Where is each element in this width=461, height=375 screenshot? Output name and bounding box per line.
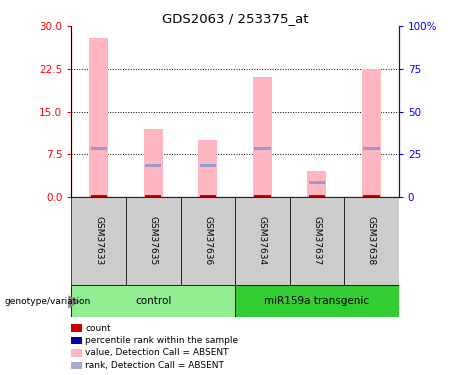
Text: GSM37636: GSM37636 <box>203 216 213 266</box>
Bar <box>362 69 381 197</box>
Bar <box>91 195 107 197</box>
Bar <box>144 129 163 197</box>
Bar <box>344 197 399 285</box>
Bar <box>235 197 290 285</box>
Text: percentile rank within the sample: percentile rank within the sample <box>85 336 238 345</box>
Bar <box>253 78 272 197</box>
Bar <box>254 195 271 197</box>
Text: rank, Detection Call = ABSENT: rank, Detection Call = ABSENT <box>85 361 224 370</box>
Text: control: control <box>135 296 171 306</box>
Bar <box>235 285 399 317</box>
Text: GSM37634: GSM37634 <box>258 216 267 266</box>
Bar <box>145 195 161 197</box>
Bar <box>363 147 379 150</box>
Bar <box>198 140 218 197</box>
Bar <box>200 195 216 197</box>
Bar <box>309 181 325 184</box>
Text: GSM37635: GSM37635 <box>149 216 158 266</box>
Bar <box>71 285 235 317</box>
Bar <box>71 197 126 285</box>
Bar <box>309 195 325 197</box>
Text: genotype/variation: genotype/variation <box>5 297 91 306</box>
Text: GSM37638: GSM37638 <box>367 216 376 266</box>
Bar <box>91 147 107 150</box>
Bar <box>89 38 108 197</box>
Text: count: count <box>85 324 111 333</box>
Bar <box>200 164 216 167</box>
Bar <box>307 171 326 197</box>
Polygon shape <box>68 295 80 309</box>
Text: GSM37637: GSM37637 <box>313 216 321 266</box>
Bar <box>254 147 271 150</box>
Text: miR159a transgenic: miR159a transgenic <box>264 296 370 306</box>
Bar <box>181 197 235 285</box>
Text: value, Detection Call = ABSENT: value, Detection Call = ABSENT <box>85 348 229 357</box>
Bar <box>290 197 344 285</box>
Bar <box>145 164 161 167</box>
Bar <box>363 195 379 197</box>
Title: GDS2063 / 253375_at: GDS2063 / 253375_at <box>162 12 308 25</box>
Text: GSM37633: GSM37633 <box>94 216 103 266</box>
Bar <box>126 197 181 285</box>
